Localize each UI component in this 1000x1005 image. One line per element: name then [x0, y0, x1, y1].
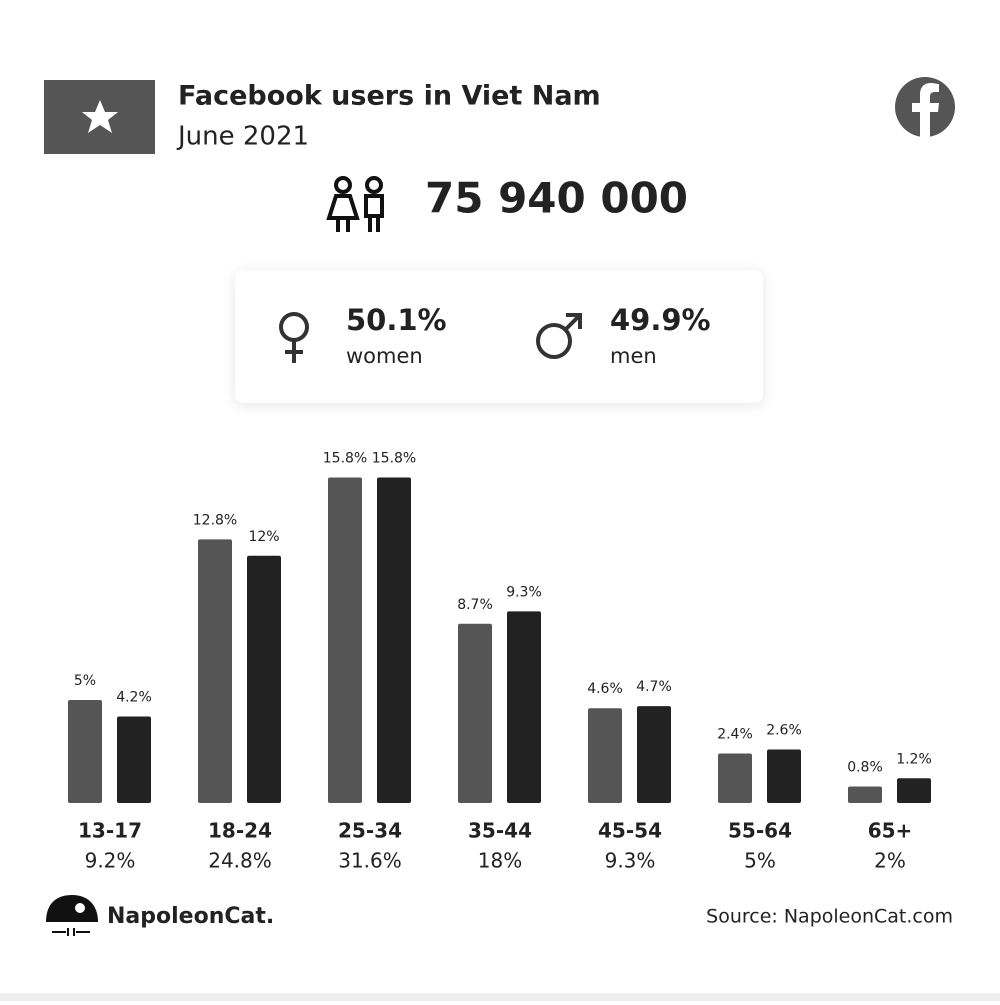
category-total: 31.6%	[338, 849, 402, 873]
bar	[198, 539, 232, 803]
value-label: 5%	[74, 673, 96, 689]
bottom-strip	[0, 993, 1000, 1001]
category-label: 25-34	[338, 819, 402, 843]
category-label: 18-24	[208, 819, 272, 843]
bar	[328, 477, 362, 803]
bar	[897, 778, 931, 803]
bar	[637, 706, 671, 803]
value-label: 0.8%	[847, 760, 883, 776]
bar	[588, 708, 622, 803]
brand-name: NapoleonCat.	[107, 904, 274, 929]
category-label: 55-64	[728, 819, 792, 843]
female-icon	[279, 312, 309, 363]
value-label: 2.4%	[717, 727, 753, 743]
women-label: women	[346, 344, 423, 368]
category-total: 2%	[874, 849, 906, 873]
value-label: 4.7%	[636, 679, 672, 695]
title: Facebook users in Viet Nam	[178, 81, 601, 112]
value-label: 2.6%	[766, 722, 802, 738]
women-share: 50.1%	[346, 303, 447, 337]
category-total: 18%	[478, 849, 522, 873]
value-label: 9.3%	[506, 584, 542, 600]
source: Source: NapoleonCat.com	[706, 906, 953, 928]
facebook-f	[912, 83, 939, 137]
flag-star	[82, 100, 118, 133]
total-users: 75 940 000	[425, 174, 688, 223]
male-icon	[536, 313, 582, 359]
value-label: 4.2%	[116, 689, 152, 705]
category-total: 5%	[744, 849, 776, 873]
category-total: 9.3%	[605, 849, 656, 873]
value-label: 15.8%	[372, 451, 416, 467]
value-label: 4.6%	[587, 681, 623, 697]
bar	[247, 555, 281, 803]
value-label: 1.2%	[896, 751, 932, 767]
category-total: 9.2%	[85, 849, 136, 873]
category-label: 35-44	[468, 819, 532, 843]
people-icon	[326, 176, 384, 232]
value-label: 8.7%	[457, 597, 493, 613]
bar	[458, 623, 492, 803]
bar	[117, 716, 151, 803]
men-share: 49.9%	[610, 303, 711, 337]
bar-chart: 5% 4.2% 13-17 9.2% 12.8% 12% 18-24 24.8% 15.8% 15…	[68, 451, 932, 873]
category-label: 65+	[868, 819, 913, 843]
value-label: 12%	[248, 529, 279, 545]
bar	[68, 700, 102, 803]
value-label: 12.8%	[193, 512, 237, 528]
bar	[767, 749, 801, 803]
brand-logo	[46, 895, 98, 936]
gender-box	[235, 270, 763, 403]
category-label: 45-54	[598, 819, 662, 843]
value-label: 15.8%	[323, 451, 367, 467]
category-total: 24.8%	[208, 849, 272, 873]
subtitle: June 2021	[176, 122, 309, 152]
bar	[507, 611, 541, 803]
bar	[377, 477, 411, 803]
bar	[718, 753, 752, 803]
men-label: men	[610, 344, 657, 368]
category-label: 13-17	[78, 819, 142, 843]
bar	[848, 786, 882, 803]
